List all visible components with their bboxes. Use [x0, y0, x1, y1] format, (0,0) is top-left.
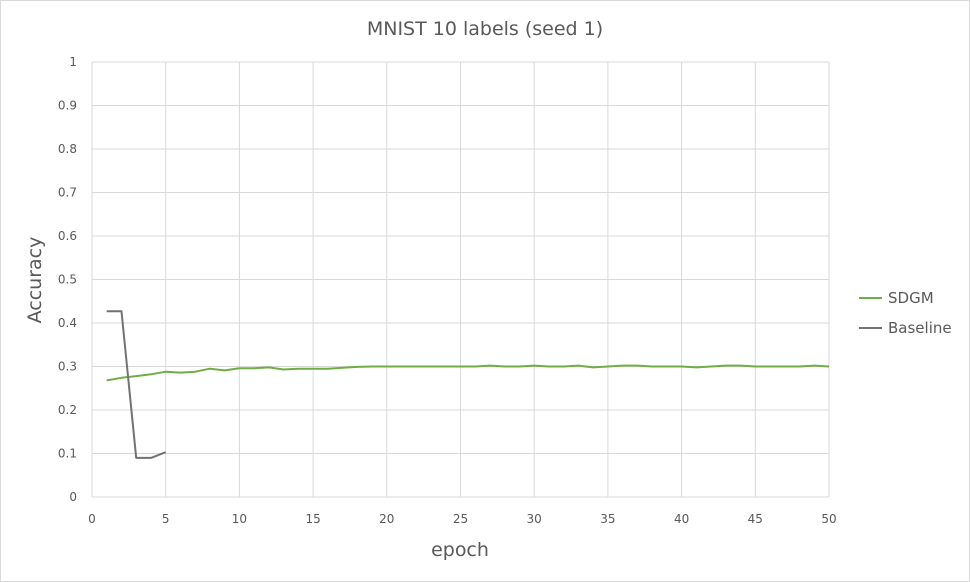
data-point	[592, 366, 594, 368]
x-tick-label: 25	[453, 512, 468, 526]
data-point	[710, 365, 712, 367]
data-point	[356, 366, 358, 368]
data-point	[533, 364, 535, 366]
data-point	[415, 365, 417, 367]
x-axis-title: epoch	[431, 539, 489, 561]
x-tick-label: 5	[162, 512, 170, 526]
data-point	[224, 369, 226, 371]
data-point	[238, 367, 240, 369]
data-point	[828, 365, 830, 367]
y-tick-label: 0.1	[58, 447, 77, 461]
y-tick-label: 0.9	[58, 99, 77, 113]
data-point	[563, 365, 565, 367]
data-point	[695, 366, 697, 368]
data-point	[474, 365, 476, 367]
data-point	[651, 365, 653, 367]
data-point	[282, 368, 284, 370]
data-point	[312, 368, 314, 370]
y-tick-label: 0.3	[58, 360, 77, 374]
series-line-sdgm	[106, 364, 830, 382]
data-point	[784, 365, 786, 367]
y-tick-label: 0.4	[58, 316, 77, 330]
x-tick-label: 15	[305, 512, 320, 526]
data-point	[489, 364, 491, 366]
x-tick-label: 40	[674, 512, 689, 526]
data-point	[106, 310, 108, 312]
data-point	[327, 368, 329, 370]
y-axis-title: Accuracy	[24, 237, 46, 324]
data-point	[135, 375, 137, 377]
data-point	[754, 365, 756, 367]
data-point	[621, 364, 623, 366]
data-point	[268, 366, 270, 368]
x-tick-label: 30	[527, 512, 542, 526]
data-point	[725, 364, 727, 366]
data-point	[120, 377, 122, 379]
data-point	[371, 365, 373, 367]
y-tick-label: 0.5	[58, 273, 77, 287]
x-tick-label: 50	[821, 512, 836, 526]
data-point	[504, 365, 506, 367]
data-point	[106, 379, 108, 381]
legend-label-sdgm: SDGM	[888, 289, 934, 307]
x-tick-label: 45	[748, 512, 763, 526]
y-tick-label: 0.8	[58, 142, 77, 156]
x-tick-label: 10	[232, 512, 247, 526]
data-point	[769, 365, 771, 367]
data-point	[253, 367, 255, 369]
y-tick-label: 0	[69, 490, 77, 504]
data-point	[430, 365, 432, 367]
data-point	[386, 365, 388, 367]
data-point	[165, 371, 167, 373]
legend-label-baseline: Baseline	[888, 319, 952, 337]
data-point	[577, 364, 579, 366]
data-point	[518, 365, 520, 367]
data-point	[636, 364, 638, 366]
data-point	[798, 365, 800, 367]
gridlines	[91, 61, 830, 498]
y-tick-label: 1	[69, 55, 77, 69]
data-point	[400, 365, 402, 367]
data-point	[445, 365, 447, 367]
data-point	[739, 364, 741, 366]
data-point	[548, 365, 550, 367]
x-tick-label: 35	[600, 512, 615, 526]
x-tick-label: 20	[379, 512, 394, 526]
data-point	[194, 371, 196, 373]
data-point	[120, 310, 122, 312]
data-point	[607, 365, 609, 367]
data-point	[179, 371, 181, 373]
data-point	[459, 365, 461, 367]
x-tick-label: 0	[88, 512, 96, 526]
data-point	[680, 365, 682, 367]
data-point	[341, 367, 343, 369]
y-tick-label: 0.7	[58, 186, 77, 200]
y-axis-ticks: 0 0.1 0.2 0.3 0.4 0.5 0.6 0.7 0.8 0.9 1	[58, 55, 77, 504]
data-point	[297, 368, 299, 370]
x-axis-ticks: 0 5 10 15 20 25 30 35 40 45 50	[88, 512, 836, 526]
data-point	[813, 364, 815, 366]
series-lines	[106, 310, 830, 459]
data-point	[666, 365, 668, 367]
chart-title: MNIST 10 labels (seed 1)	[367, 18, 603, 40]
series-line-baseline	[106, 310, 167, 459]
legend: SDGM Baseline	[859, 289, 952, 337]
data-point	[209, 368, 211, 370]
data-point	[165, 451, 167, 453]
y-tick-label: 0.2	[58, 403, 77, 417]
data-point	[150, 457, 152, 459]
data-point	[135, 457, 137, 459]
data-point	[150, 373, 152, 375]
y-tick-label: 0.6	[58, 229, 77, 243]
